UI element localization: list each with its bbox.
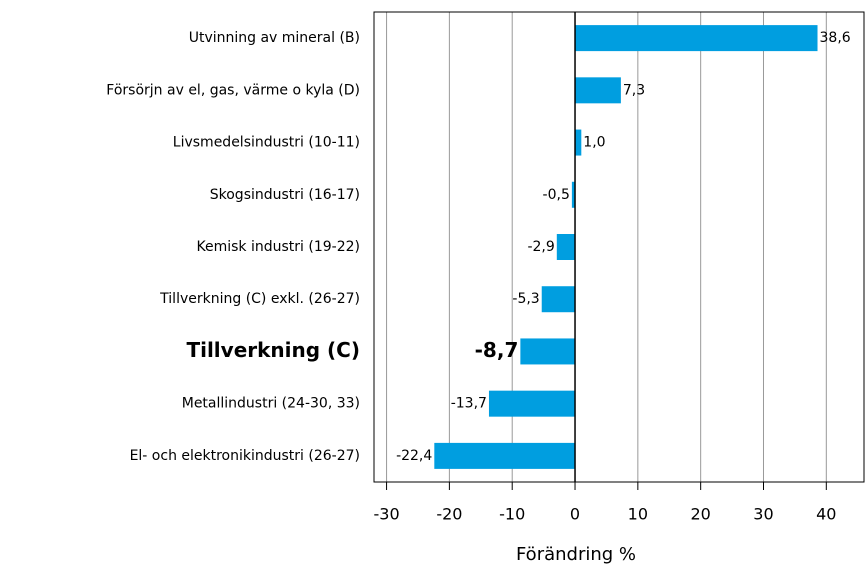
y-tick-label: Tillverkning (C) (186, 338, 360, 362)
y-tick-label: Kemisk industri (19-22) (197, 239, 360, 255)
bar (575, 77, 621, 104)
plot-frame (373, 11, 865, 483)
value-label: -2,9 (527, 239, 554, 255)
value-label: -0,5 (543, 187, 570, 203)
x-tick-label: 40 (816, 505, 836, 524)
value-label: 7,3 (623, 82, 645, 98)
y-tick-label: Försörjn av el, gas, värme o kyla (D) (106, 82, 360, 98)
bar (571, 181, 576, 208)
y-tick-label: El- och elektronikindustri (26-27) (130, 448, 360, 464)
x-tick-label: 30 (753, 505, 773, 524)
value-label: -8,7 (475, 338, 519, 362)
x-tick-label: -30 (373, 505, 399, 524)
bar (556, 234, 576, 260)
value-label: 1,0 (583, 135, 605, 151)
x-tick-label: 10 (628, 505, 648, 524)
y-tick-label: Skogsindustri (16-17) (210, 187, 360, 203)
y-tick-label: Utvinning av mineral (B) (189, 30, 360, 46)
y-tick-label: Tillverkning (C) exkl. (26-27) (159, 291, 360, 307)
y-tick-label: Metallindustri (24-30, 33) (182, 396, 360, 412)
y-tick-label: Livsmedelsindustri (10-11) (173, 135, 360, 151)
bar (575, 25, 818, 52)
value-label: -5,3 (512, 291, 539, 307)
x-tick-label: -10 (499, 505, 525, 524)
x-axis-label: Förändring % (516, 544, 636, 565)
bar (434, 442, 576, 469)
x-tick-label: 0 (570, 505, 580, 524)
bar (488, 390, 576, 417)
bar (541, 286, 576, 313)
bar (520, 338, 576, 365)
x-tick-label: 20 (690, 505, 710, 524)
value-label: -13,7 (451, 396, 487, 412)
value-label: 38,6 (820, 30, 851, 46)
value-label: -22,4 (396, 448, 432, 464)
x-tick-label: -20 (436, 505, 462, 524)
bar (575, 129, 582, 156)
